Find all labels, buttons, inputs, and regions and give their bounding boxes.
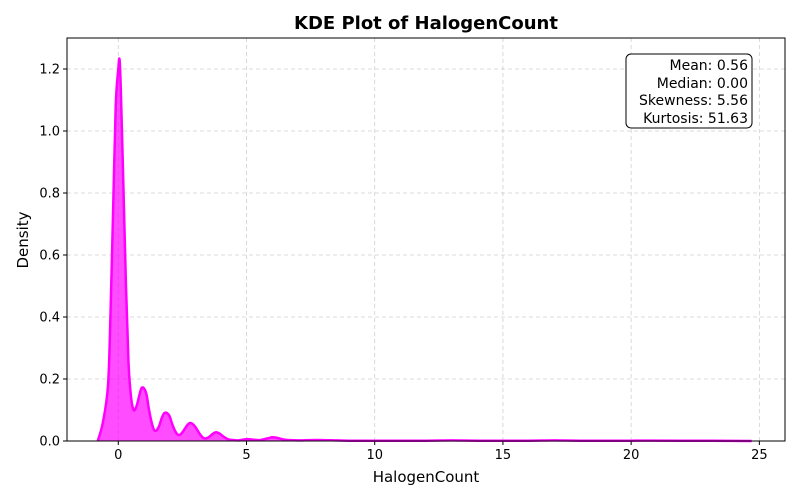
x-tick-label: 0: [114, 448, 122, 463]
stats-box-frame: [625, 53, 753, 129]
y-tick-label: 1.0: [39, 125, 60, 140]
y-axis-label: Density: [14, 211, 32, 268]
x-tick-label: 10: [366, 448, 383, 463]
y-tick-label: 0.6: [39, 249, 60, 264]
x-tick-label: 15: [495, 448, 512, 463]
x-tick-label: 5: [242, 448, 250, 463]
y-tick-label: 0.0: [39, 435, 60, 450]
x-tick-label: 25: [751, 448, 768, 463]
stats-kurtosis: Kurtosis: 51.63: [643, 111, 748, 127]
y-tick-label: 1.2: [39, 63, 60, 78]
stats-skewness: Skewness: 5.56: [639, 93, 748, 109]
x-axis-label: HalogenCount: [373, 468, 480, 486]
x-tick-label: 20: [623, 448, 640, 463]
y-tick-label: 0.4: [39, 311, 60, 326]
y-tick-label: 0.8: [39, 187, 60, 202]
chart-title: KDE Plot of HalogenCount: [294, 13, 558, 34]
y-tick-label: 0.2: [39, 373, 60, 388]
x-axis-ticks: 0 5 10 15 20 25: [114, 441, 768, 463]
plot-frame: [66, 37, 786, 442]
kde-density-line: [96, 57, 752, 443]
stats-median: Median: 0.00: [657, 76, 748, 92]
stats-mean: Mean: 0.56: [670, 58, 749, 74]
y-axis-ticks: 0.0 0.2 0.4 0.6 0.8 1.0 1.2: [39, 63, 67, 450]
stats-box: Mean: 0.56 Median: 0.00 Skewness: 5.56 K…: [625, 53, 753, 129]
